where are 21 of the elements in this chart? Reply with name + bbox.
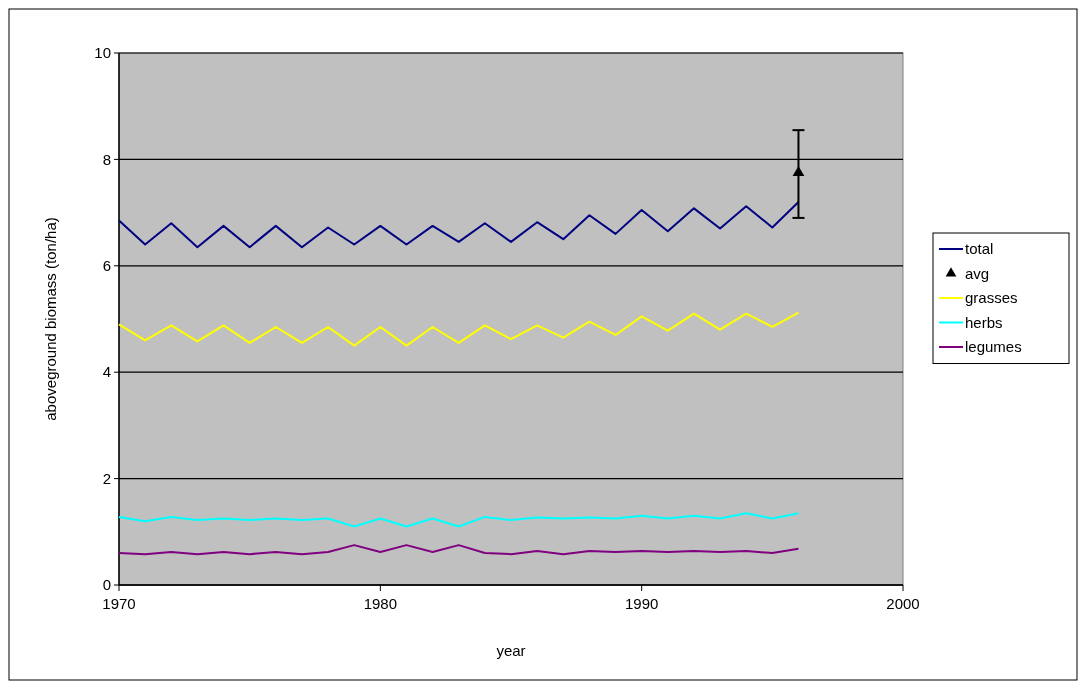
- y-tick-label: 4: [102, 363, 111, 381]
- y-tick-label: 6: [102, 257, 111, 275]
- line-series: [118, 512, 800, 528]
- x-axis-title: year: [496, 642, 526, 659]
- legend-label: grasses: [965, 289, 1018, 307]
- line-series: [118, 544, 800, 556]
- y-tick-label: 8: [102, 150, 111, 168]
- legend-label: herbs: [965, 313, 1003, 331]
- legend-label: total: [965, 240, 994, 258]
- y-tick-label: 2: [102, 469, 111, 487]
- x-tick-label: 1990: [624, 595, 659, 612]
- y-tick-label: 0: [102, 576, 111, 594]
- line-series: [118, 200, 800, 249]
- legend-label: legumes: [965, 338, 1022, 356]
- x-tick-label: 1970: [102, 595, 136, 612]
- x-tick-label: 1980: [363, 595, 398, 612]
- y-axis-title: aboveground biomass (ton/ha): [42, 217, 59, 421]
- legend-label: avg: [965, 264, 990, 282]
- y-tick-label: 10: [94, 44, 111, 62]
- line-series: [118, 311, 800, 347]
- x-tick-label: 2000: [886, 595, 920, 612]
